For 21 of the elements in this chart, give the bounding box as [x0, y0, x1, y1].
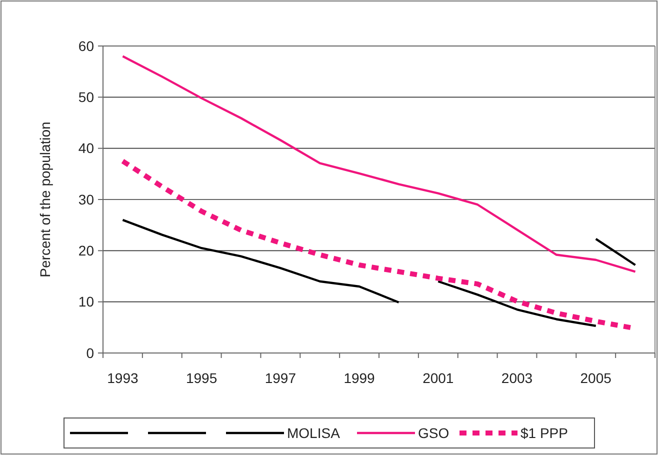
line-series [122, 55, 636, 273]
legend-label: GSO [418, 424, 450, 441]
y-tick-label: 20 [78, 242, 94, 259]
y-tick-label: 0 [86, 344, 94, 361]
y-tick-label: 10 [78, 294, 94, 310]
x-tick-label: 2001 [422, 370, 454, 386]
x-tick-label: 1993 [107, 370, 138, 386]
legend-label: MOLISA [287, 424, 341, 441]
line-series [437, 280, 597, 327]
x-tick-label: 1995 [186, 370, 218, 386]
x-tick-label: 1997 [264, 370, 296, 386]
line-series [122, 218, 400, 304]
x-tick-label: 2003 [501, 370, 533, 386]
y-tick-label: 60 [78, 38, 94, 54]
x-tick-label: 2005 [580, 370, 612, 386]
y-tick-label: 40 [78, 140, 94, 156]
y-axis-title: Percent of the population [37, 122, 53, 278]
x-tick-label: 1999 [344, 370, 376, 386]
y-tick-label: 50 [78, 89, 94, 106]
y-tick-label: 30 [78, 191, 94, 208]
legend-label: $1 PPP [520, 424, 568, 441]
